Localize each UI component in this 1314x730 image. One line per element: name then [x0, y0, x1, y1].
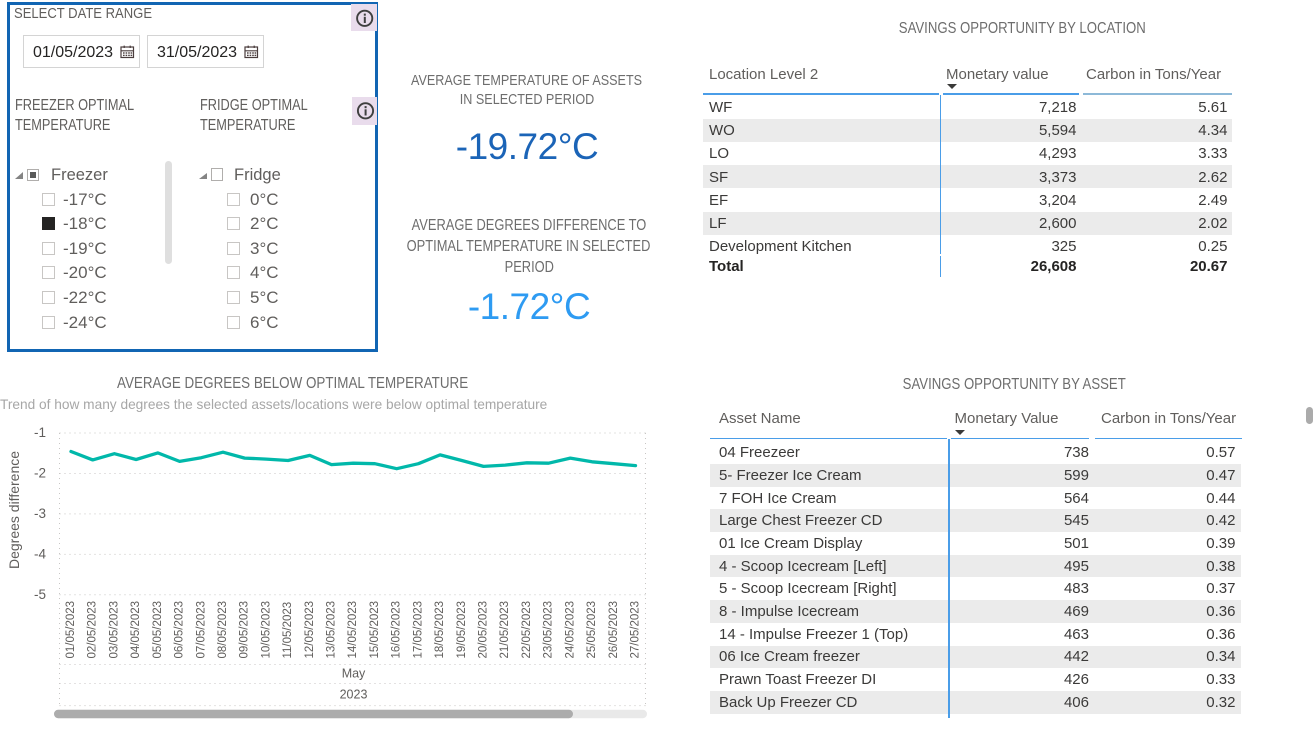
svg-text:27/05/2023: 27/05/2023 [630, 601, 642, 659]
svg-text:10/05/2023: 10/05/2023 [260, 601, 272, 659]
svg-text:05/05/2023: 05/05/2023 [152, 601, 164, 659]
svg-text:13/05/2023: 13/05/2023 [326, 601, 338, 659]
svg-text:-3: -3 [34, 506, 46, 521]
svg-text:14/05/2023: 14/05/2023 [347, 601, 359, 659]
svg-text:-4: -4 [34, 547, 46, 562]
svg-text:-2: -2 [34, 466, 46, 481]
svg-text:04/05/2023: 04/05/2023 [130, 601, 142, 659]
svg-text:16/05/2023: 16/05/2023 [391, 601, 403, 659]
svg-text:18/05/2023: 18/05/2023 [434, 601, 446, 659]
svg-text:12/05/2023: 12/05/2023 [304, 601, 316, 659]
svg-text:19/05/2023: 19/05/2023 [456, 601, 468, 659]
svg-text:26/05/2023: 26/05/2023 [608, 601, 620, 659]
svg-text:09/05/2023: 09/05/2023 [239, 601, 251, 659]
svg-text:03/05/2023: 03/05/2023 [108, 601, 120, 659]
svg-text:25/05/2023: 25/05/2023 [586, 601, 598, 659]
svg-text:06/05/2023: 06/05/2023 [174, 601, 186, 659]
svg-text:07/05/2023: 07/05/2023 [195, 601, 207, 659]
svg-text:-1: -1 [34, 425, 46, 440]
svg-text:15/05/2023: 15/05/2023 [369, 601, 381, 659]
svg-text:May: May [342, 667, 366, 681]
svg-text:21/05/2023: 21/05/2023 [499, 601, 511, 659]
svg-text:22/05/2023: 22/05/2023 [521, 601, 533, 659]
svg-text:08/05/2023: 08/05/2023 [217, 601, 229, 659]
svg-text:23/05/2023: 23/05/2023 [543, 601, 555, 659]
svg-text:11/05/2023: 11/05/2023 [282, 602, 294, 659]
svg-text:-5: -5 [34, 587, 46, 602]
svg-text:Degrees difference: Degrees difference [6, 451, 22, 569]
svg-text:17/05/2023: 17/05/2023 [412, 601, 424, 659]
svg-text:20/05/2023: 20/05/2023 [478, 601, 490, 659]
svg-text:01/05/2023: 01/05/2023 [65, 601, 77, 659]
svg-text:02/05/2023: 02/05/2023 [87, 601, 99, 659]
svg-text:2023: 2023 [340, 688, 368, 702]
svg-text:24/05/2023: 24/05/2023 [564, 601, 576, 659]
